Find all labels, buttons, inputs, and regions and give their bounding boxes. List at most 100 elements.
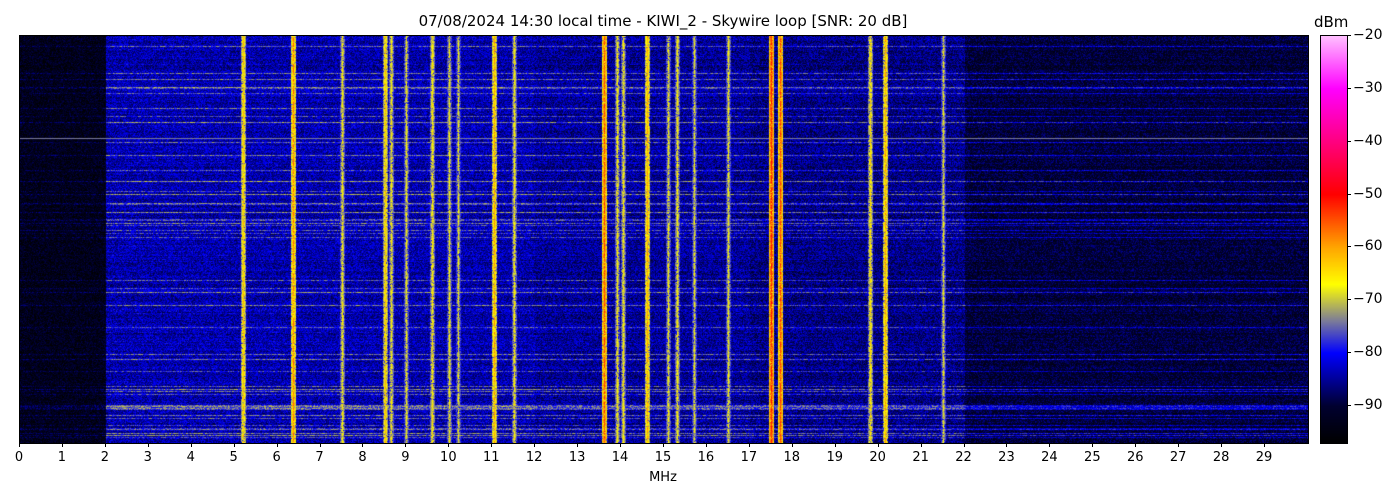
- signal-11.5-mhz: [512, 36, 515, 443]
- x-tick-mark: [877, 443, 879, 447]
- x-tick-mark: [190, 443, 192, 447]
- x-tick-mark: [748, 443, 750, 447]
- x-tick-label: 24: [1041, 450, 1058, 465]
- x-axis-label: MHz: [649, 470, 677, 485]
- chart-title: 07/08/2024 14:30 local time - KIWI_2 - S…: [418, 12, 908, 30]
- signal-9-mhz: [405, 36, 408, 443]
- signal-20.15-mhz: [884, 36, 887, 443]
- x-tick-mark: [233, 443, 235, 447]
- x-tick-label: 26: [1126, 450, 1144, 465]
- x-tick-label: 14: [611, 450, 629, 465]
- x-tick-label: 19: [826, 450, 843, 465]
- x-tick-mark: [834, 443, 836, 447]
- x-tick-label: 5: [229, 450, 238, 465]
- colorbar-tick-label: −70: [1353, 291, 1383, 308]
- signal-19.8-mhz: [869, 36, 872, 443]
- signal-14.6-mhz: [645, 36, 648, 443]
- x-tick-label: 9: [401, 450, 410, 465]
- signal-10.2-mhz: [456, 36, 459, 443]
- x-tick-mark: [147, 443, 149, 447]
- x-tick-label: 20: [869, 450, 886, 465]
- x-tick-label: 8: [358, 450, 367, 465]
- colorbar-tick-label: −90: [1353, 397, 1383, 413]
- colorbar-tick-mark: [1347, 352, 1351, 354]
- x-tick-mark: [491, 443, 493, 447]
- x-tick-mark: [1264, 443, 1266, 447]
- x-tick-label: 25: [1084, 450, 1101, 465]
- x-tick-label: 17: [740, 450, 758, 465]
- signal-21.5-mhz: [942, 36, 945, 443]
- colorbar-tick-label: −30: [1353, 79, 1383, 96]
- signal-17.5-mhz: [770, 36, 773, 443]
- colorbar-tick-label: −50: [1353, 185, 1383, 202]
- x-tick-mark: [276, 443, 278, 447]
- x-tick-label: 15: [654, 450, 672, 465]
- colorbar-tick-mark: [1347, 140, 1351, 142]
- x-tick-mark: [577, 443, 579, 447]
- signal-6.35-mhz: [291, 36, 294, 443]
- signal-7.5-mhz: [341, 36, 344, 443]
- signal-15.1-mhz: [667, 36, 670, 443]
- signal-13.6-mhz: [602, 36, 605, 443]
- x-tick-label: 28: [1212, 450, 1230, 465]
- x-tick-label: 4: [186, 450, 195, 465]
- signal-15.7-mhz: [693, 36, 696, 443]
- x-tick-label: 0: [14, 450, 24, 465]
- x-tick-mark: [663, 443, 664, 447]
- x-tick-mark: [319, 443, 321, 447]
- signal-markers: [20, 36, 1308, 443]
- signal-11.05-mhz: [493, 36, 496, 443]
- colorbar: [1320, 35, 1348, 444]
- x-tick-mark: [620, 443, 622, 447]
- x-tick-mark: [61, 443, 63, 447]
- signal-13.9-mhz: [615, 36, 618, 443]
- x-tick-label: 21: [912, 450, 929, 465]
- x-tick-label: 2: [100, 450, 109, 465]
- colorbar-tick-mark: [1347, 405, 1351, 406]
- colorbar-tick-label: −20: [1353, 27, 1383, 43]
- x-tick-label: 27: [1169, 450, 1187, 465]
- colorbar-tick-label: −40: [1353, 132, 1383, 149]
- x-tick-mark: [1221, 443, 1223, 447]
- x-tick-mark: [1049, 443, 1051, 447]
- x-tick-label: 6: [272, 450, 281, 465]
- signal-5.2-mhz: [242, 36, 245, 443]
- x-tick-label: 3: [143, 450, 152, 465]
- x-tick-label: 7: [315, 450, 324, 465]
- x-tick-mark: [534, 443, 536, 447]
- colorbar-tick-label: −60: [1353, 238, 1383, 255]
- signal-8.65-mhz: [390, 36, 393, 443]
- signal-9.6-mhz: [431, 36, 434, 443]
- x-tick-mark: [19, 443, 20, 447]
- x-tick-mark: [104, 443, 106, 447]
- x-tick-label: 22: [955, 450, 972, 465]
- signal-16.5-mhz: [727, 36, 730, 443]
- waterfall-heatmap: [20, 36, 1308, 443]
- signal-10-mhz: [448, 36, 451, 443]
- x-tick-mark: [362, 443, 364, 447]
- x-tick-mark: [1135, 443, 1137, 447]
- x-tick-label: 11: [482, 450, 500, 465]
- x-tick-label: 18: [783, 450, 801, 465]
- colorbar-tick-mark: [1347, 299, 1351, 301]
- x-tick-mark: [1092, 443, 1094, 447]
- x-tick-mark: [405, 443, 407, 447]
- signal-14.05-mhz: [622, 36, 625, 443]
- x-tick-label: 29: [1255, 450, 1273, 465]
- colorbar-label: dBm: [1314, 13, 1349, 31]
- colorbar-tick-mark: [1347, 87, 1351, 89]
- colorbar-tick-mark: [1347, 246, 1351, 248]
- x-tick-label: 13: [568, 450, 586, 465]
- x-tick-mark: [791, 443, 793, 447]
- colorbar-tick-mark: [1347, 193, 1351, 195]
- x-tick-label: 16: [697, 450, 715, 465]
- x-tick-label: 10: [440, 450, 457, 465]
- x-tick-mark: [963, 443, 965, 447]
- waterfall-plot: [19, 35, 1309, 444]
- signal-15.3-mhz: [675, 36, 678, 443]
- colorbar-tick-mark: [1347, 35, 1351, 36]
- x-tick-mark: [705, 443, 707, 447]
- x-tick-mark: [448, 443, 450, 447]
- signal-8.5-mhz: [383, 36, 386, 443]
- x-tick-label: 23: [998, 450, 1015, 465]
